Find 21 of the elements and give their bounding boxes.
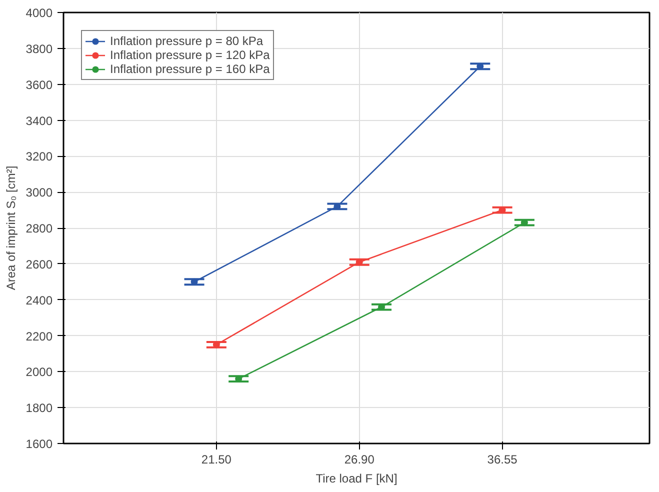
y-tick-label: 3800 bbox=[26, 42, 53, 56]
x-tick-label: 21.50 bbox=[201, 452, 232, 466]
y-tick-label: 3200 bbox=[26, 150, 53, 164]
x-tick-label: 36.55 bbox=[487, 452, 518, 466]
x-tick-label: 26.90 bbox=[344, 452, 375, 466]
y-tick-label: 3400 bbox=[26, 114, 53, 128]
y-axis-title: Area of imprint S₀ [cm²] bbox=[4, 166, 18, 290]
y-tick-label: 2600 bbox=[26, 257, 53, 272]
y-tick-label: 3600 bbox=[26, 78, 53, 92]
legend-label: Inflation pressure p = 160 kPa bbox=[110, 62, 270, 76]
y-tick-label: 1800 bbox=[26, 401, 53, 416]
y-tick-label: 2400 bbox=[26, 293, 53, 308]
legend-label: Inflation pressure p = 120 kPa bbox=[110, 48, 270, 62]
x-axis-title: Tire load F [kN] bbox=[316, 472, 398, 486]
y-tick-label: 4000 bbox=[26, 6, 53, 20]
y-tick-label: 2000 bbox=[26, 365, 53, 380]
y-tick-label: 3000 bbox=[26, 186, 53, 200]
y-tick-label: 1600 bbox=[26, 437, 53, 451]
legend-label: Inflation pressure p = 80 kPa bbox=[110, 34, 264, 48]
y-tick-label: 2800 bbox=[26, 222, 53, 236]
y-tick-label: 2200 bbox=[26, 329, 53, 344]
